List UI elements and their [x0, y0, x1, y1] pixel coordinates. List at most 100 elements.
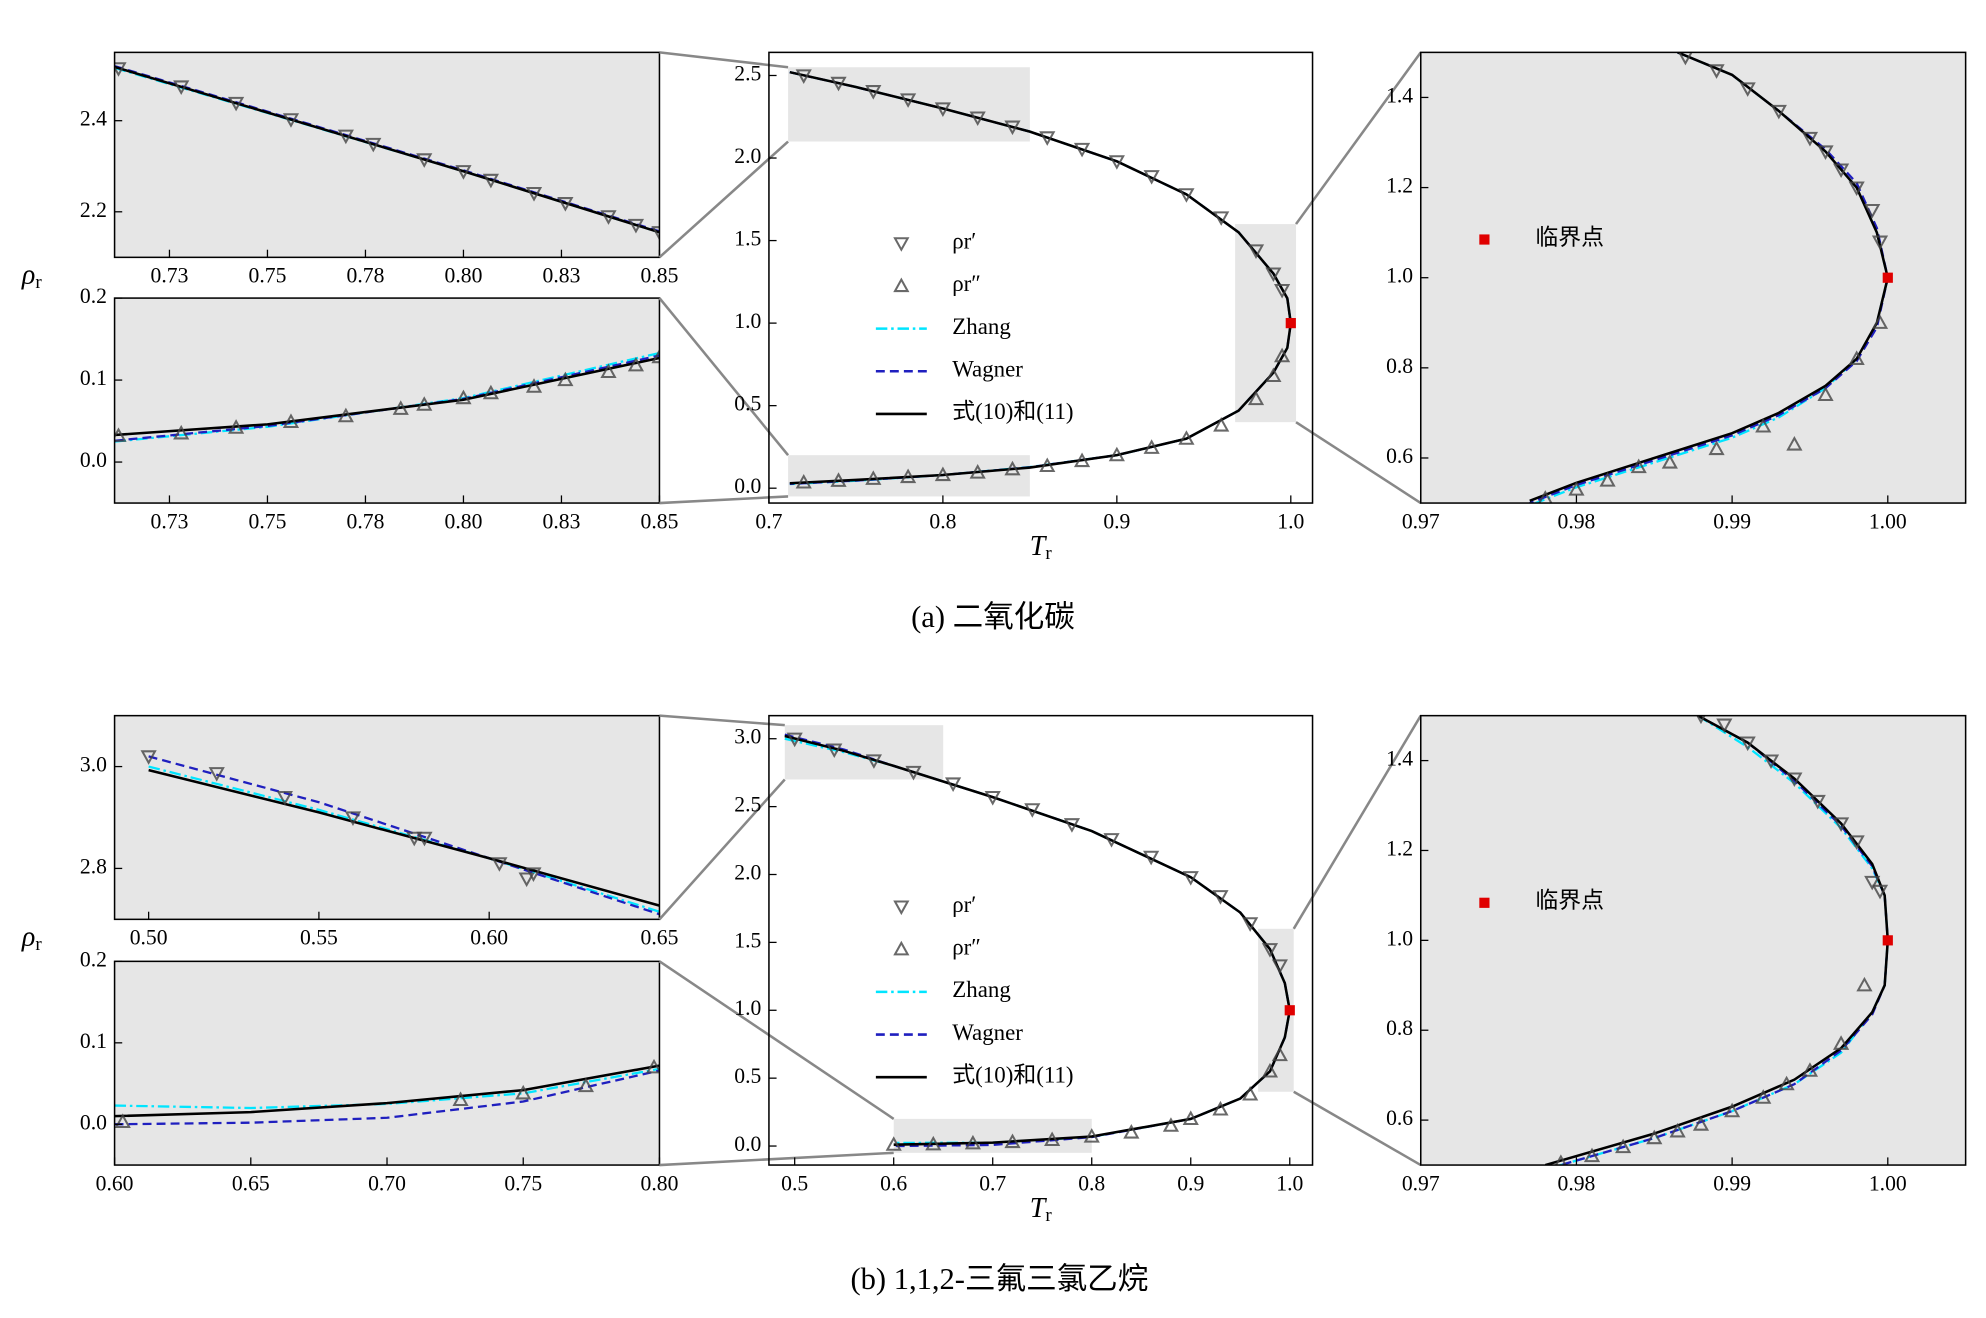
plot-frame — [113, 714, 661, 921]
data-point — [525, 378, 543, 393]
data-point — [1708, 440, 1725, 456]
x-tick-label: 0.80 — [445, 509, 483, 533]
x-tick-label: 0.60 — [470, 926, 508, 950]
data-point — [795, 473, 812, 489]
y-tick-label: 0.0 — [80, 448, 107, 472]
axis-label: Tr — [1030, 1193, 1053, 1226]
data-point — [1778, 1075, 1795, 1091]
data-point — [865, 85, 882, 100]
x-tick-label: 0.75 — [249, 509, 287, 533]
data-point — [1692, 1116, 1710, 1131]
data-point — [1274, 283, 1291, 299]
y-tick-label: 0.6 — [1386, 444, 1413, 468]
data-point — [1004, 120, 1021, 136]
legend-symbol — [893, 237, 910, 252]
data-point — [934, 466, 951, 482]
x-tick-label: 0.73 — [151, 264, 189, 288]
data-point — [282, 413, 300, 428]
curve — [114, 1064, 660, 1118]
legend-label: ρr′ — [952, 892, 976, 917]
legend-label: Wagner — [952, 357, 1023, 382]
data-point — [865, 470, 882, 485]
data-point — [344, 811, 362, 826]
data-point — [1554, 1154, 1567, 1166]
plot-frame — [768, 51, 1314, 504]
data-point — [786, 732, 803, 748]
legend-symbol — [1479, 897, 1490, 908]
plot-area — [114, 715, 660, 920]
connector — [1294, 51, 1422, 225]
x-tick-label: 0.73 — [151, 509, 189, 533]
data-point — [1182, 1110, 1199, 1125]
data-point — [1073, 142, 1091, 158]
data-point — [1762, 754, 1780, 770]
critical-point — [1284, 1005, 1295, 1016]
x-tick-label: 0.9 — [1103, 509, 1130, 533]
x-tick-label: 0.5 — [781, 1171, 808, 1195]
data-point — [140, 750, 157, 765]
critical-point — [1285, 318, 1296, 329]
data-point — [482, 173, 499, 189]
legend-label: 式(10)和(11) — [952, 399, 1073, 424]
y-tick-label: 2.4 — [80, 107, 107, 131]
data-point — [1755, 417, 1772, 433]
data-point — [1678, 52, 1693, 66]
data-point — [1630, 458, 1647, 474]
x-tick-label: 0.9 — [1177, 1171, 1204, 1195]
data-point — [1755, 1089, 1772, 1104]
data-point — [455, 165, 472, 180]
y-tick-label: 1.2 — [1386, 836, 1413, 860]
x-tick-label: 0.7 — [755, 509, 782, 533]
axis-label-sub: r — [35, 934, 42, 955]
axis-label-sub: r — [1045, 544, 1052, 565]
x-tick-label: 0.99 — [1713, 1171, 1751, 1195]
plot-content — [114, 1058, 660, 1128]
y-tick-label: 0.0 — [80, 1110, 107, 1134]
data-point — [1261, 943, 1279, 958]
data-point — [1716, 718, 1733, 734]
data-point — [627, 218, 645, 234]
data-point — [934, 102, 951, 117]
plot-content — [114, 348, 660, 443]
data-point — [1786, 435, 1803, 451]
legend-label: Wagner — [952, 1020, 1023, 1045]
legend-symbol — [893, 900, 910, 916]
y-tick-label: 1.0 — [1386, 264, 1413, 288]
y-tick-label: 1.2 — [1386, 174, 1413, 198]
axis-label: Tr — [1030, 531, 1053, 564]
data-point — [1213, 416, 1230, 432]
zoom-region — [893, 1118, 1092, 1153]
data-point — [276, 791, 293, 806]
data-point — [1801, 131, 1819, 147]
x-tick-label: 0.85 — [641, 509, 679, 533]
data-point — [416, 831, 433, 847]
data-point — [795, 69, 812, 84]
curve — [148, 755, 660, 916]
y-tick-label: 0.2 — [80, 284, 107, 308]
legend-symbol — [893, 940, 910, 956]
x-tick-label: 0.75 — [249, 264, 287, 288]
data-point — [627, 356, 645, 372]
data-point — [651, 226, 660, 241]
plot-area — [1420, 52, 1966, 504]
data-point — [1848, 181, 1865, 197]
y-tick-label: 0.5 — [734, 1064, 761, 1088]
data-point — [455, 389, 472, 405]
x-tick-label: 0.8 — [929, 509, 956, 533]
connector — [1295, 421, 1422, 505]
data-point — [1024, 803, 1041, 818]
connector — [658, 960, 895, 1120]
data-point — [984, 791, 1001, 806]
data-point — [1213, 211, 1230, 226]
y-tick-label: 0.1 — [80, 1029, 107, 1053]
y-tick-label: 1.0 — [734, 996, 761, 1020]
data-point — [1809, 794, 1826, 810]
connector — [659, 714, 785, 727]
x-tick-label: 0.85 — [641, 264, 679, 288]
y-tick-label: 2.0 — [734, 144, 761, 168]
x-tick-label: 0.65 — [232, 1171, 270, 1195]
data-point — [600, 210, 617, 225]
curve — [114, 1069, 660, 1126]
data-point — [1848, 350, 1865, 365]
